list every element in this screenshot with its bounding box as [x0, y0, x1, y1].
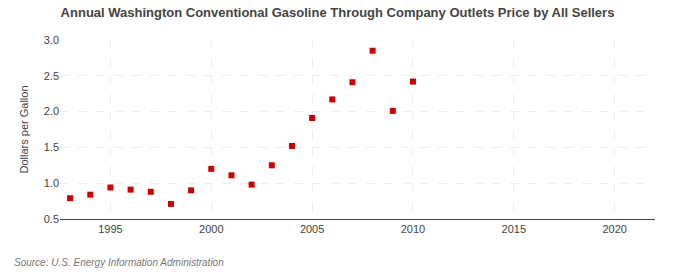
svg-text:2015: 2015 [502, 223, 526, 235]
svg-text:2010: 2010 [401, 223, 425, 235]
svg-text:Dollars per Gallon: Dollars per Gallon [18, 85, 30, 173]
svg-text:2.0: 2.0 [44, 105, 59, 117]
svg-text:1995: 1995 [98, 223, 122, 235]
svg-text:2.5: 2.5 [44, 70, 59, 82]
svg-text:Source: U.S. Energy Informatio: Source: U.S. Energy Information Administ… [14, 257, 224, 268]
svg-text:Annual Washington Conventional: Annual Washington Conventional Gasoline … [61, 5, 615, 20]
svg-text:1.0: 1.0 [44, 177, 59, 189]
svg-text:3.0: 3.0 [44, 34, 59, 46]
svg-text:2000: 2000 [199, 223, 223, 235]
svg-text:1.5: 1.5 [44, 141, 59, 153]
svg-text:2005: 2005 [300, 223, 324, 235]
svg-text:2020: 2020 [602, 223, 626, 235]
svg-text:0.5: 0.5 [44, 213, 59, 225]
